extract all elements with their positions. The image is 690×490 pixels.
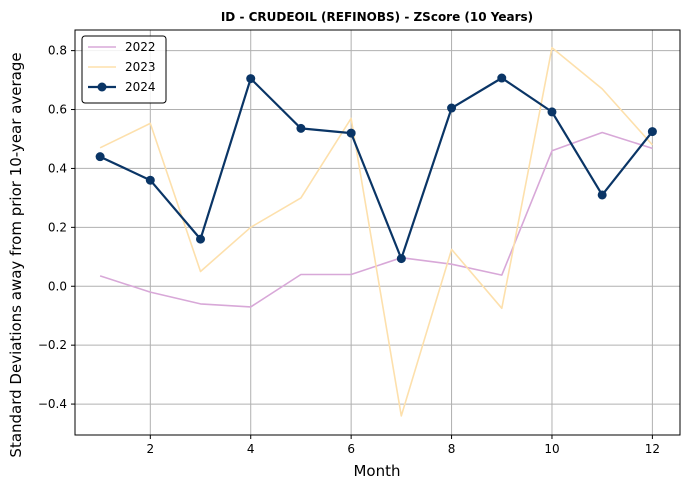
y-tick-label: −0.2	[38, 338, 67, 352]
x-tick-label: 4	[247, 442, 255, 456]
y-tick-label: 0.0	[48, 279, 67, 293]
data-point-2024	[396, 254, 406, 264]
series-line-2023	[99, 46, 653, 417]
x-axis-label: Month	[353, 462, 400, 480]
data-point-2024	[246, 74, 256, 84]
y-tick-label: 0.8	[48, 44, 67, 58]
data-point-2024	[196, 234, 206, 244]
y-tick-label: 0.2	[48, 220, 67, 234]
y-tick-label: −0.4	[38, 397, 67, 411]
x-axis-ticks: 2 4 6 8 10 12	[146, 435, 660, 456]
data-point-2024	[296, 123, 306, 133]
legend: 2022 2023 2024	[81, 35, 167, 104]
plot-area-frame	[74, 29, 681, 436]
series-line-2024	[99, 76, 654, 260]
data-point-2024	[647, 127, 657, 137]
x-tick-label: 8	[448, 442, 456, 456]
data-point-2024	[95, 152, 105, 162]
x-tick-label: 6	[347, 442, 355, 456]
data-point-2024	[145, 175, 155, 185]
x-tick-label: 10	[544, 442, 559, 456]
data-point-2024	[597, 190, 607, 200]
y-tick-label: 0.4	[48, 161, 67, 175]
y-axis-label: Standard Deviations away from prior 10-y…	[7, 52, 25, 457]
legend-label-2023: 2023	[125, 60, 156, 74]
legend-marker-2024	[97, 82, 107, 92]
data-point-2024	[547, 107, 557, 117]
data-point-2024	[497, 73, 507, 83]
legend-label-2022: 2022	[125, 40, 156, 54]
y-axis-ticks: −0.4 −0.2 0.0 0.2 0.4 0.6 0.8	[38, 44, 75, 411]
data-point-2024	[447, 103, 457, 113]
chart-title: ID - CRUDEOIL (REFINOBS) - ZScore (10 Ye…	[221, 10, 533, 24]
y-tick-label: 0.6	[48, 103, 67, 117]
grid-lines	[75, 30, 680, 435]
series-lines	[95, 46, 657, 417]
x-tick-label: 2	[146, 442, 154, 456]
legend-label-2024: 2024	[125, 80, 156, 94]
data-point-2024	[346, 128, 356, 138]
x-tick-label: 12	[645, 442, 660, 456]
